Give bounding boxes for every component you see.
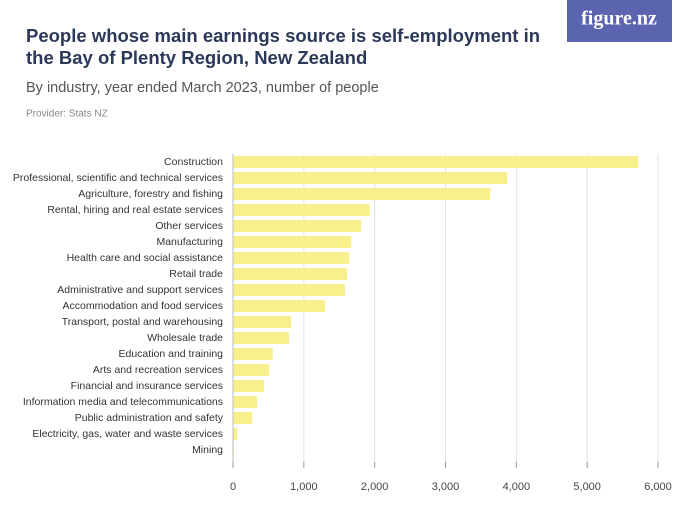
- logo-box: [567, 0, 672, 42]
- bar: [233, 172, 508, 184]
- bar: [233, 428, 238, 440]
- y-tick-label: Mining: [192, 444, 223, 456]
- chart-title: People whose main earnings source is sel…: [26, 25, 540, 68]
- y-tick-label: Retail trade: [169, 268, 223, 280]
- y-tick-label: Arts and recreation services: [93, 364, 223, 376]
- bar: [233, 300, 326, 312]
- bar: [233, 364, 270, 376]
- y-tick-label: Health care and social assistance: [67, 252, 224, 264]
- bar: [233, 316, 292, 328]
- chart-subtitle: By industry, year ended March 2023, numb…: [26, 80, 379, 96]
- y-tick-label: Agriculture, forestry and fishing: [78, 188, 223, 200]
- bar: [233, 412, 253, 424]
- x-tick-label: 4,000: [503, 481, 531, 493]
- y-tick-label: Professional, scientific and technical s…: [13, 172, 223, 184]
- y-tick-label: Transport, postal and warehousing: [62, 316, 223, 328]
- x-tick-label: 6,000: [644, 481, 672, 493]
- bar: [233, 284, 345, 296]
- y-tick-label: Wholesale trade: [147, 332, 223, 344]
- y-tick-label: Public administration and safety: [75, 412, 224, 424]
- x-tick-label: 0: [230, 481, 236, 493]
- y-tick-label: Information media and telecommunications: [23, 396, 223, 408]
- x-tick-label: 2,000: [361, 481, 389, 493]
- x-tick-label: 3,000: [432, 481, 460, 493]
- y-tick-label: Accommodation and food services: [63, 300, 224, 312]
- y-tick-label: Education and training: [119, 348, 224, 360]
- y-tick-label: Administrative and support services: [57, 284, 223, 296]
- bar: [233, 396, 258, 408]
- x-tick-label: 1,000: [290, 481, 318, 493]
- bar: [233, 332, 289, 344]
- bar: [233, 236, 352, 248]
- bar: [233, 268, 348, 280]
- bar: [233, 252, 350, 264]
- y-tick-label: Manufacturing: [156, 236, 223, 248]
- provider: Provider: Stats NZ: [26, 109, 108, 120]
- bar: [233, 348, 273, 360]
- bar: [233, 220, 362, 232]
- bar: [233, 156, 639, 168]
- y-tick-label: Construction: [164, 156, 223, 168]
- bar: [233, 380, 265, 392]
- x-tick-label: 5,000: [573, 481, 601, 493]
- y-tick-label: Other services: [155, 220, 223, 232]
- bar: [233, 188, 491, 200]
- y-tick-label: Financial and insurance services: [71, 380, 223, 392]
- bar: [233, 204, 370, 216]
- y-tick-label: Electricity, gas, water and waste servic…: [32, 428, 223, 440]
- logo: figure.nz: [581, 8, 657, 30]
- y-tick-label: Rental, hiring and real estate services: [47, 204, 223, 216]
